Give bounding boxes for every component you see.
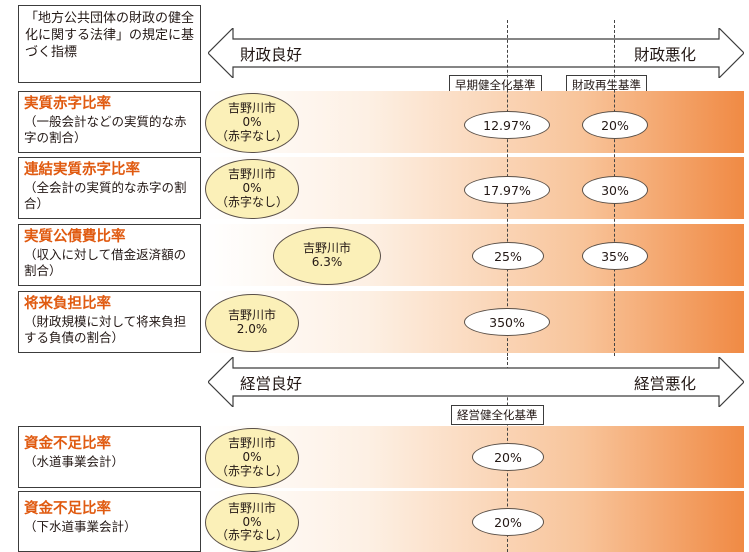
fund-standard-value-2: 20% — [472, 508, 544, 536]
indicator-box-1: 実質赤字比率 （一般会計などの実質的な赤字の割合） — [18, 91, 201, 153]
finance-good-label: 財政良好 — [240, 46, 303, 64]
fund-description: （水道事業会計） — [24, 453, 125, 469]
city-name: 吉野川市 — [302, 241, 351, 256]
city-value: 0% — [242, 181, 262, 196]
early-threshold-label: 早期健全化基準 — [449, 75, 542, 95]
rebuild-value-1: 20% — [582, 111, 648, 139]
city-name: 吉野川市 — [227, 436, 276, 451]
city-note: （赤字なし） — [215, 194, 288, 209]
city-value: 6.3% — [311, 255, 343, 269]
indicator-box-3: 実質公債費比率 （収入に対して借金返済額の割合） — [18, 224, 201, 286]
city-note: （赤字なし） — [215, 463, 288, 478]
management-good-label: 経営良好 — [240, 375, 303, 393]
city-value: 2.0% — [236, 322, 268, 336]
rebuild-threshold-label: 財政再生基準 — [566, 75, 647, 95]
city-name: 吉野川市 — [227, 167, 276, 182]
law-description-box: 「地方公共団体の財政の健全化に関する法律」の規定に基づく指標 — [18, 5, 201, 83]
early-value-4: 350% — [464, 308, 550, 336]
indicator-description: （一般会計などの実質的な赤字の割合） — [24, 113, 187, 146]
management-bad-label: 経営悪化 — [634, 375, 697, 393]
fund-standard-value-1: 20% — [472, 443, 544, 471]
city-note: （赤字なし） — [215, 528, 288, 543]
city-name: 吉野川市 — [227, 500, 276, 515]
indicator-box-4: 将来負担比率 （財政規模に対して将来負担する負債の割合） — [18, 291, 201, 353]
indicator-description: （全会計の実質的な赤字の割合） — [24, 179, 187, 212]
law-description-text: 「地方公共団体の財政の健全化に関する法律」の規定に基づく指標 — [25, 11, 195, 61]
fund-box-2: 資金不足比率 （下水道事業会計） — [18, 491, 201, 552]
management-arrow — [208, 357, 744, 407]
indicator-title: 連結実質赤字比率 — [24, 162, 140, 178]
indicator-title: 実質赤字比率 — [24, 96, 111, 112]
rebuild-value-3: 35% — [582, 242, 648, 270]
early-value-1: 12.97% — [464, 111, 550, 139]
early-value-3: 25% — [472, 242, 544, 270]
city-value-ellipse-2: 吉野川市 0% （赤字なし） — [205, 159, 299, 219]
city-note: （赤字なし） — [215, 128, 288, 143]
city-value-ellipse-4: 吉野川市 2.0% — [205, 294, 299, 352]
early-value-2: 17.97% — [464, 176, 550, 204]
indicator-box-2: 連結実質赤字比率 （全会計の実質的な赤字の割合） — [18, 157, 201, 219]
city-value: 0% — [242, 450, 262, 465]
fund-title: 資金不足比率 — [24, 501, 111, 517]
management-threshold-label: 経営健全化基準 — [451, 405, 544, 425]
city-value: 0% — [242, 115, 262, 130]
indicator-title: 将来負担比率 — [24, 296, 111, 312]
rebuild-value-2: 30% — [582, 176, 648, 204]
indicator-description: （収入に対して借金返済額の割合） — [24, 246, 187, 279]
city-name: 吉野川市 — [227, 308, 276, 323]
indicator-title: 実質公債費比率 — [24, 229, 126, 245]
fund-city-ellipse-1: 吉野川市 0% （赤字なし） — [205, 428, 299, 488]
indicator-description: （財政規模に対して将来負担する負債の割合） — [24, 313, 187, 346]
finance-bad-label: 財政悪化 — [634, 46, 697, 64]
fund-box-1: 資金不足比率 （水道事業会計） — [18, 426, 201, 488]
fund-description: （下水道事業会計） — [24, 518, 137, 534]
city-value-ellipse-3: 吉野川市 6.3% — [273, 227, 381, 285]
finance-arrow — [208, 28, 744, 78]
city-name: 吉野川市 — [227, 101, 276, 116]
city-value: 0% — [242, 514, 262, 529]
city-value-ellipse-1: 吉野川市 0% （赤字なし） — [205, 93, 299, 153]
fund-city-ellipse-2: 吉野川市 0% （赤字なし） — [205, 493, 299, 552]
fund-title: 資金不足比率 — [24, 436, 111, 452]
